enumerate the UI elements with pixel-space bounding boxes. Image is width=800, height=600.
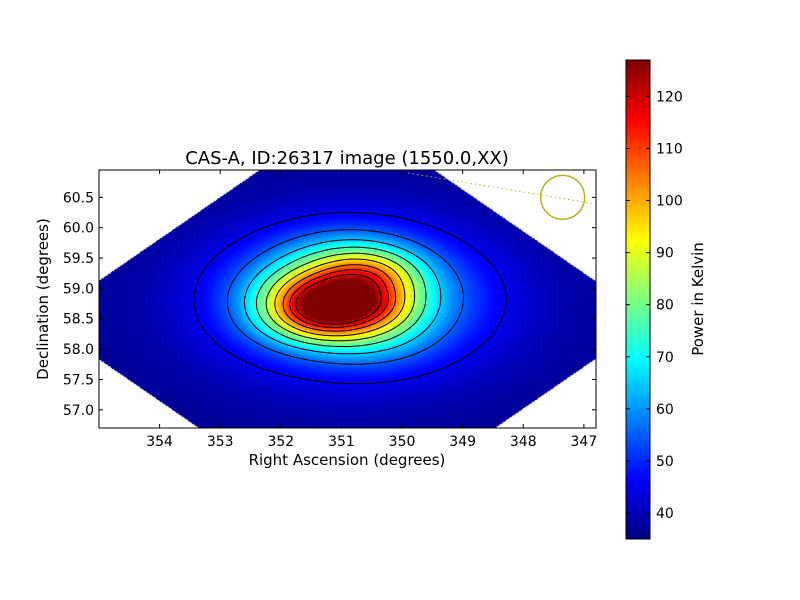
y-tick-label: 60.0	[63, 221, 94, 237]
contour-line	[265, 252, 416, 342]
contour-line	[295, 273, 382, 325]
colorbar-tick-label: 90	[656, 246, 674, 262]
colorbar-tick-label: 60	[656, 402, 674, 418]
plot-frame	[98, 169, 597, 429]
contour-line	[226, 229, 464, 365]
contour-layer	[193, 212, 507, 385]
contour-line	[255, 246, 427, 347]
x-axis-ticks: 354 353 352 351 350 349 348 347	[146, 170, 597, 450]
x-tick-label: 351	[328, 434, 355, 450]
colorbar-tick-label: 100	[656, 194, 683, 210]
beam-layer	[408, 172, 592, 221]
colorbar-tick-label: 70	[656, 350, 674, 366]
y-axis-label: Declination (degrees)	[34, 218, 52, 380]
contour-line	[243, 239, 442, 355]
colorbar-frame	[625, 59, 651, 540]
plot-area	[99, 170, 596, 428]
x-tick-label: 354	[146, 434, 173, 450]
colorbar-label: Power in Kelvin	[689, 242, 707, 356]
colorbar-tick-label: 80	[656, 298, 674, 314]
y-tick-label: 58.0	[63, 342, 94, 358]
x-tick-label: 347	[571, 434, 598, 450]
colorbar-tick-label: 50	[656, 454, 674, 470]
y-tick-label: 60.5	[63, 190, 94, 206]
colorbar-tick-label: 120	[656, 89, 683, 105]
x-axis-label: Right Ascension (degrees)	[249, 451, 446, 469]
contour-line	[289, 269, 389, 328]
y-axis-ticks: 57.0 57.5 58.0 58.5 59.0 59.5 60.0 60.5	[63, 190, 596, 419]
chart-title: CAS-A, ID:26317 image (1550.0,XX)	[185, 148, 509, 169]
colorbar-gradient	[626, 60, 650, 539]
y-tick-label: 57.5	[63, 372, 94, 388]
x-tick-label: 352	[267, 434, 294, 450]
y-tick-label: 57.0	[63, 403, 94, 419]
colorbar-ticks: 40 50 60 70 80 90 100 110 120	[626, 89, 683, 522]
x-tick-label: 348	[510, 434, 537, 450]
y-tick-label: 58.5	[63, 312, 94, 328]
contour-line	[193, 212, 507, 385]
y-tick-label: 59.0	[63, 281, 94, 297]
heatmap-image	[99, 170, 596, 428]
x-tick-label: 349	[449, 434, 476, 450]
colorbar: 40 50 60 70 80 90 100 110 120 Power in Kelvin	[625, 59, 707, 540]
colorbar-tick-label: 110	[656, 142, 683, 158]
contour-line	[274, 258, 406, 337]
colorbar-tick-label: 40	[656, 506, 674, 522]
beam-circle	[539, 174, 586, 221]
x-tick-label: 350	[389, 434, 416, 450]
contour-line	[282, 264, 397, 332]
x-tick-label: 353	[207, 434, 234, 450]
y-tick-label: 59.5	[63, 251, 94, 267]
